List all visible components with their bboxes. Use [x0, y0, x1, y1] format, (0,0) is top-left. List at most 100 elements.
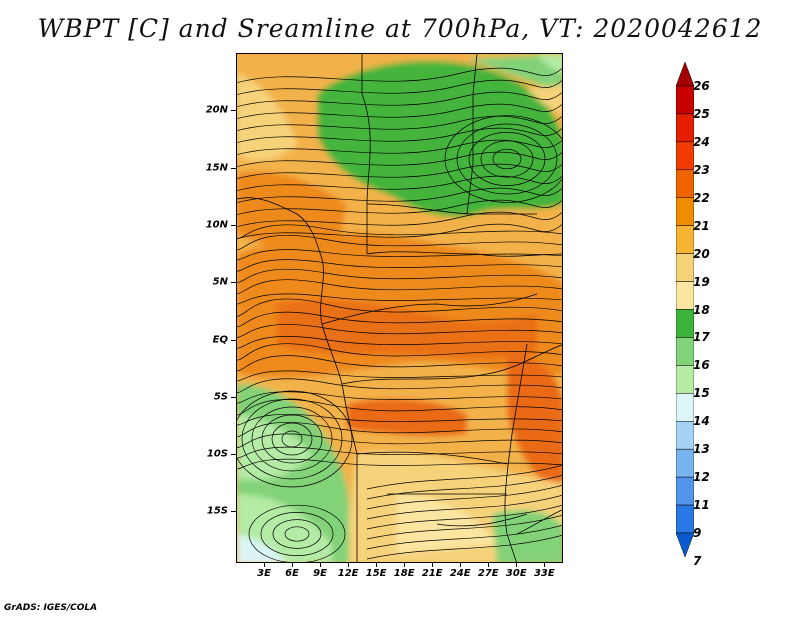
- lat-tick: [231, 110, 236, 112]
- lat-label: 5S: [213, 391, 228, 403]
- map-title: WBPT [C] and Sreamline at 700hPa, VT: 20…: [37, 14, 763, 43]
- streamline: [237, 390, 353, 488]
- wbpt-streamline-map: [237, 54, 562, 562]
- streamline: [366, 464, 562, 490]
- streamline: [237, 324, 562, 338]
- colorbar-label: 26: [693, 79, 710, 93]
- streamline: [444, 115, 562, 203]
- colorbar-swatch: [676, 141, 694, 171]
- streamline: [237, 355, 562, 372]
- streamline: [261, 414, 323, 464]
- lat-tick: [231, 282, 236, 284]
- lat-label: 10S: [206, 448, 228, 460]
- streamline: [237, 343, 562, 361]
- lat-tick: [231, 396, 236, 398]
- lon-tick: [404, 563, 406, 567]
- streamline: [237, 249, 562, 261]
- colorbar-label: 14: [693, 414, 710, 429]
- streamline: [366, 534, 562, 560]
- lon-label: 15E: [365, 568, 387, 579]
- lon-tick: [348, 563, 350, 567]
- streamline: [281, 430, 303, 448]
- streamline: [366, 494, 562, 520]
- streamline: [237, 391, 562, 404]
- lon-label: 3E: [257, 568, 271, 579]
- colorbar-swatch: [676, 225, 694, 254]
- streamline: [248, 504, 346, 562]
- streamline: [237, 224, 562, 239]
- streamline: [241, 398, 343, 480]
- streamline: [237, 235, 562, 251]
- streamline: [237, 259, 562, 272]
- colorbar-swatch: [676, 169, 694, 198]
- colorbar-label: 22: [693, 190, 710, 205]
- colorbar-swatch: [676, 476, 694, 506]
- streamline: [366, 484, 562, 510]
- streamline: [237, 413, 562, 426]
- colorbar-swatch: [676, 337, 694, 366]
- colorbar-swatch: [676, 448, 694, 478]
- lon-label: 21E: [421, 568, 443, 579]
- colorbar-swatch: [676, 365, 694, 394]
- streamline: [237, 399, 562, 416]
- streamline: [480, 140, 534, 178]
- colorbar-label: 18: [693, 302, 710, 317]
- colorbar-label: 24: [693, 134, 710, 149]
- colorbar-label: 15: [693, 386, 710, 401]
- lon-tick: [460, 563, 462, 567]
- streamline: [468, 132, 546, 186]
- lat-label: 20N: [205, 104, 228, 116]
- colorbar-label: 20: [693, 246, 710, 261]
- streamline: [237, 336, 562, 349]
- streamline: [366, 514, 562, 540]
- streamline: [237, 67, 562, 84]
- streamline: [237, 311, 562, 328]
- streamline: [237, 458, 562, 470]
- streamline: [237, 175, 562, 192]
- colorbar-swatch: [676, 281, 694, 310]
- streamline: [237, 268, 562, 283]
- lon-label: 9E: [313, 568, 327, 579]
- colorbar-swatch: [676, 532, 694, 557]
- colorbar-swatch: [676, 253, 694, 282]
- colorbar-swatch: [676, 85, 694, 115]
- lon-label: 27E: [477, 568, 499, 579]
- streamline: [284, 526, 310, 542]
- lon-label: 6E: [285, 568, 299, 579]
- streamline: [237, 223, 562, 240]
- streamline: [237, 79, 562, 96]
- colorbar-label: 17: [693, 330, 710, 345]
- lat-tick: [231, 339, 236, 341]
- lon-tick: [488, 563, 490, 567]
- colorbar: [676, 62, 694, 557]
- lon-tick: [544, 563, 546, 567]
- streamline: [251, 406, 333, 472]
- streamline: [272, 519, 322, 549]
- colorbar-label: 13: [693, 442, 710, 457]
- streamline: [237, 151, 562, 168]
- lat-tick: [231, 454, 236, 456]
- colorbar-label: 12: [693, 470, 710, 485]
- streamline: [237, 298, 562, 317]
- lat-tick: [231, 511, 236, 513]
- colorbar-label: 21: [693, 218, 710, 233]
- streamline: [237, 422, 562, 438]
- lon-tick: [292, 563, 294, 567]
- lat-label: 5N: [212, 276, 228, 288]
- colorbar-swatch: [676, 113, 694, 143]
- colorbar-swatch: [676, 197, 694, 226]
- colorbar-swatch: [676, 421, 694, 450]
- streamline: [237, 103, 562, 120]
- streamlines: [237, 67, 562, 562]
- streamline: [237, 279, 562, 294]
- colorbar-swatch: [676, 393, 694, 422]
- lat-label: 15S: [206, 505, 228, 517]
- lon-label: 12E: [337, 568, 359, 579]
- streamline: [237, 127, 562, 144]
- lon-tick: [376, 563, 378, 567]
- colorbar-label: 19: [693, 274, 710, 289]
- lon-tick: [432, 563, 434, 567]
- colorbar-label: 7: [693, 553, 702, 568]
- streamline: [237, 378, 562, 393]
- streamline: [260, 512, 334, 556]
